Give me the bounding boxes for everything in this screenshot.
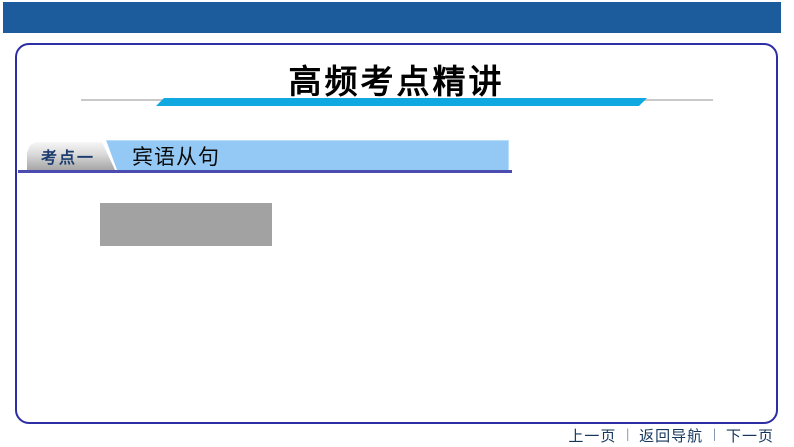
section-heading-text: 宾语从句 — [132, 144, 220, 169]
section-heading-row: 宾语从句 考点一 — [17, 45, 776, 422]
nav-separator: | — [713, 427, 716, 442]
page-title: 高频考点精讲 — [288, 63, 505, 100]
slide-content-box: 高频考点精讲 宾语从句 考点一 — [15, 43, 778, 424]
nav-return-navigation-link[interactable]: 返回导航 — [639, 428, 704, 445]
section-badge-label: 考点一 — [40, 150, 95, 167]
section-heading-bar: 宾语从句 — [106, 140, 509, 170]
slide-navigation: 上一页 | 返回导航 | 下一页 — [568, 425, 774, 445]
nav-separator: | — [626, 427, 630, 442]
top-banner — [3, 2, 781, 33]
content-placeholder — [100, 203, 272, 246]
section-underline — [18, 170, 512, 173]
section-badge: 考点一 — [27, 142, 115, 170]
nav-next-page-link[interactable]: 下一页 — [725, 428, 774, 445]
title-accent-bar — [156, 98, 647, 106]
nav-previous-page-link[interactable]: 上一页 — [568, 428, 617, 445]
